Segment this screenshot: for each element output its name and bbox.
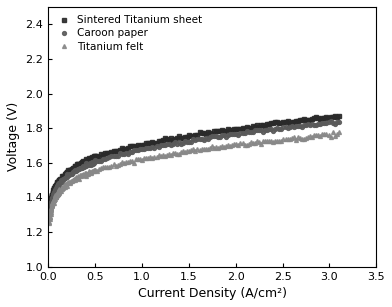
Titanium felt: [70, 178, 75, 182]
Caroon paper: [336, 120, 341, 123]
Caroon paper: [70, 170, 75, 173]
Sintered Titanium sheet: [332, 115, 337, 118]
Line: Caroon paper: Caroon paper: [47, 119, 341, 221]
Y-axis label: Voltage (V): Voltage (V): [7, 102, 20, 171]
X-axis label: Current Density (A/cm²): Current Density (A/cm²): [138, 287, 287, 300]
Caroon paper: [334, 120, 339, 123]
Sintered Titanium sheet: [70, 167, 75, 170]
Line: Titanium felt: Titanium felt: [47, 130, 341, 225]
Titanium felt: [336, 130, 341, 134]
Titanium felt: [332, 134, 337, 137]
Sintered Titanium sheet: [54, 184, 59, 188]
Caroon paper: [54, 185, 59, 188]
Sintered Titanium sheet: [249, 126, 253, 130]
Sintered Titanium sheet: [238, 127, 243, 131]
Titanium felt: [249, 140, 253, 144]
Sintered Titanium sheet: [336, 114, 341, 118]
Titanium felt: [238, 141, 243, 145]
Titanium felt: [301, 137, 306, 141]
Caroon paper: [238, 131, 243, 134]
Caroon paper: [301, 124, 306, 127]
Caroon paper: [47, 217, 51, 221]
Line: Sintered Titanium sheet: Sintered Titanium sheet: [47, 114, 341, 216]
Sintered Titanium sheet: [301, 118, 306, 121]
Legend: Sintered Titanium sheet, Caroon paper, Titanium felt: Sintered Titanium sheet, Caroon paper, T…: [53, 12, 206, 55]
Titanium felt: [54, 192, 59, 196]
Titanium felt: [47, 222, 51, 225]
Sintered Titanium sheet: [47, 212, 51, 215]
Caroon paper: [249, 130, 253, 134]
Caroon paper: [328, 119, 333, 122]
